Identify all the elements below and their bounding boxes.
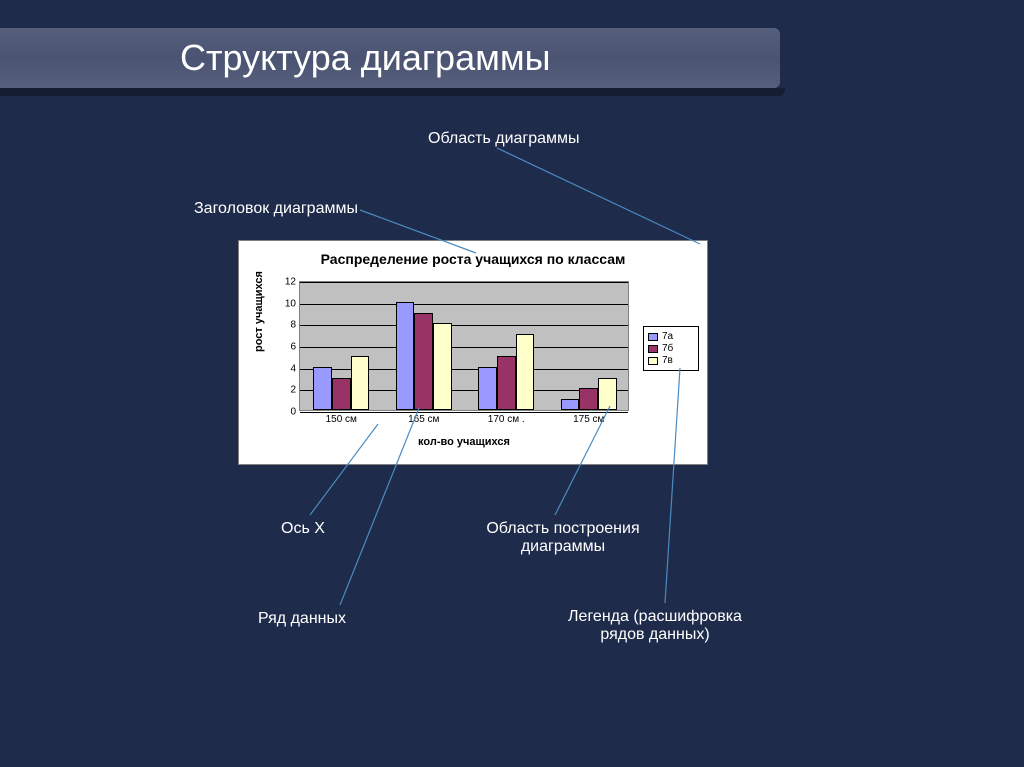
legend-item: 7а <box>648 331 694 342</box>
title-bar-shadow <box>0 88 785 96</box>
annotation-data-series: Ряд данных <box>258 610 346 628</box>
x-tick-label: 170 см . <box>488 414 525 425</box>
y-tick-label: 2 <box>290 385 296 396</box>
bar <box>579 388 598 410</box>
chart-title: Распределение роста учащихся по классам <box>239 251 707 267</box>
legend-label: 7б <box>662 343 673 354</box>
legend: 7а7б7в <box>643 326 699 371</box>
legend-swatch <box>648 333 658 341</box>
bar <box>351 356 370 410</box>
annotation-chart-title: Заголовок диаграммы <box>194 200 358 218</box>
x-tick-label: 175 см <box>573 414 604 425</box>
legend-label: 7в <box>662 355 673 366</box>
annotation-plot-area: Область построения диаграммы <box>468 520 658 556</box>
y-tick-label: 12 <box>285 277 296 288</box>
annotation-legend: Легенда (расшифровка рядов данных) <box>550 608 760 644</box>
legend-swatch <box>648 345 658 353</box>
legend-label: 7а <box>662 331 673 342</box>
grid-line <box>300 325 628 326</box>
bar <box>478 367 497 410</box>
bar <box>598 378 617 411</box>
legend-item: 7б <box>648 343 694 354</box>
grid-line <box>300 369 628 370</box>
title-bar: Структура диаграммы <box>0 28 780 88</box>
grid-line <box>300 282 628 283</box>
bar <box>433 323 452 410</box>
legend-item: 7в <box>648 355 694 366</box>
legend-swatch <box>648 357 658 365</box>
y-tick-label: 6 <box>290 342 296 353</box>
y-tick-label: 8 <box>290 320 296 331</box>
y-axis-label: рост учащихся <box>253 271 265 352</box>
slide-title: Структура диаграммы <box>180 37 550 79</box>
x-axis-label: кол-во учащихся <box>299 436 629 448</box>
x-tick-label: 150 см <box>326 414 357 425</box>
y-tick-label: 10 <box>285 298 296 309</box>
bar <box>516 334 535 410</box>
plot-area: 024681012150 см165 см170 см .175 см <box>299 281 629 411</box>
y-tick-label: 0 <box>290 407 296 418</box>
bar <box>497 356 516 410</box>
x-tick-label: 165 см <box>408 414 439 425</box>
y-tick-label: 4 <box>290 363 296 374</box>
annotation-x-axis: Ось Х <box>281 520 325 538</box>
bar <box>396 302 415 410</box>
chart-container: Распределение роста учащихся по классам … <box>238 240 708 465</box>
annotation-chart-area: Область диаграммы <box>428 130 580 148</box>
bar <box>332 378 351 411</box>
bar <box>313 367 332 410</box>
grid-line <box>300 304 628 305</box>
bar <box>414 313 433 411</box>
grid-line <box>300 347 628 348</box>
bar <box>561 399 580 410</box>
grid-line <box>300 412 628 413</box>
